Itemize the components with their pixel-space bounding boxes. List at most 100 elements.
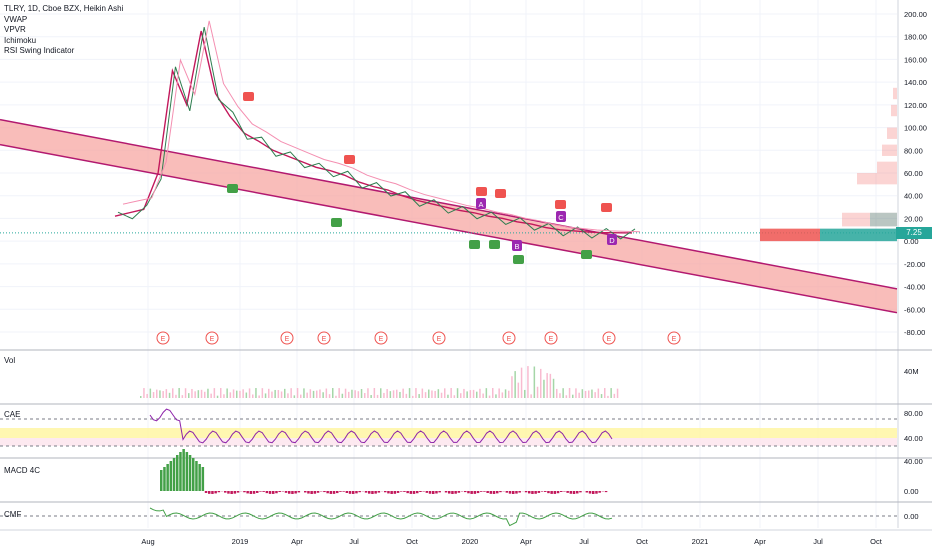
volume-bar <box>360 389 363 398</box>
macd-pane-label[interactable]: MACD 4C <box>4 466 41 475</box>
indicator-ichimoku[interactable]: Ichimoku <box>4 35 37 45</box>
macd-bar <box>345 491 349 493</box>
macd-bar <box>172 458 176 491</box>
cmf-tick: 0.00 <box>904 512 919 521</box>
volume-bar <box>319 389 321 398</box>
y-tick-label: 160.00 <box>904 55 927 64</box>
volume-bar <box>613 393 616 398</box>
price-line <box>114 30 633 234</box>
volume-bar <box>191 388 193 398</box>
indicator-vwap[interactable]: VWAP <box>4 14 28 24</box>
macd-bar <box>476 491 480 494</box>
macd-bar <box>540 491 544 492</box>
macd-bar <box>598 491 601 493</box>
volume-bar <box>306 392 308 398</box>
volume-bar <box>556 388 558 398</box>
macd-bar <box>396 491 400 493</box>
macd-bar <box>169 461 173 491</box>
vpvr-bar <box>893 87 897 100</box>
macd-bar <box>448 491 451 494</box>
y-tick-label: 60.00 <box>904 169 923 178</box>
macd-bar <box>489 491 493 494</box>
earnings-label: E <box>672 336 677 343</box>
macd-bar <box>588 491 592 494</box>
cae-line <box>149 408 613 444</box>
volume-bar <box>277 390 280 398</box>
macd-bar <box>416 491 419 494</box>
earnings-badge <box>374 331 388 345</box>
volume-bar <box>498 388 500 398</box>
macd-bar <box>272 491 275 494</box>
volume-bar <box>402 388 404 398</box>
volume-pane-label[interactable]: Vol <box>4 356 16 365</box>
earnings-badge <box>602 331 616 345</box>
volume-bar <box>354 390 356 398</box>
indicator-rsi-swing[interactable]: RSI Swing Indicator <box>4 46 75 55</box>
y-tick-label: 180.00 <box>904 33 927 42</box>
volume-bar <box>367 388 369 398</box>
volume-bar <box>562 388 564 398</box>
volume-bar <box>482 393 484 398</box>
last-price-tag: 7.25 <box>896 227 932 239</box>
vpvr-bar <box>870 212 897 227</box>
x-tick-label: Jul <box>349 537 359 546</box>
macd-bar <box>188 455 192 491</box>
symbol-title[interactable]: TLRY, 1D, Cboe BZX, Heikin Ashi <box>4 4 124 13</box>
volume-bar <box>588 390 590 398</box>
volume-bar <box>380 388 382 398</box>
x-tick-label: Oct <box>636 537 649 546</box>
volume-bar <box>594 392 596 398</box>
vpvr-bar <box>842 212 897 227</box>
volume-bar <box>245 392 248 398</box>
macd-bar <box>496 491 499 494</box>
earnings-badge <box>544 331 558 345</box>
vpvr-bar <box>882 144 897 156</box>
volume-bar <box>460 393 462 398</box>
volume-bar <box>226 388 228 398</box>
volume-bar <box>348 391 350 398</box>
volume-bar <box>309 389 312 398</box>
volume-bar <box>181 395 184 398</box>
volume-bar <box>322 392 324 398</box>
volume-bar <box>469 390 472 398</box>
indicator-vpvr[interactable]: VPVR <box>4 25 26 34</box>
macd-bar <box>236 491 240 493</box>
cloud-line <box>122 20 641 233</box>
cae-band-low <box>0 438 897 446</box>
volume-bar <box>578 392 580 398</box>
volume-bar <box>197 390 200 398</box>
macd-bar <box>316 491 320 493</box>
sell-marker <box>243 92 254 101</box>
volume-bar <box>335 395 337 398</box>
macd-bar <box>284 491 288 493</box>
volume-bar <box>204 391 206 398</box>
cae-pane-label[interactable]: CAE <box>4 410 21 419</box>
volume-bar <box>610 388 612 398</box>
earnings-badge <box>205 331 219 345</box>
x-tick-label: Apr <box>520 537 532 546</box>
macd-bar <box>329 491 333 494</box>
earnings-badge <box>156 331 170 345</box>
volume-bar <box>188 393 190 398</box>
cmf-pane-label[interactable]: CMF <box>4 510 22 519</box>
volume-bar <box>213 388 216 398</box>
volume-bar <box>255 388 257 398</box>
signal-markers: A B C D <box>227 92 617 264</box>
buy-marker <box>513 255 524 264</box>
volume-bar <box>389 391 392 398</box>
macd-bar <box>198 464 201 491</box>
volume-bar <box>524 389 526 398</box>
macd-bar <box>332 491 336 494</box>
macd-bar <box>368 491 371 494</box>
volume-bar <box>527 366 529 398</box>
vpvr-bar <box>891 104 897 117</box>
volume-bar <box>280 391 283 398</box>
volume-bar <box>274 389 276 398</box>
volume-bar <box>485 388 488 398</box>
macd-bar <box>553 491 557 494</box>
volume-bar <box>261 388 264 398</box>
macd-bar <box>515 491 518 494</box>
volume-bar <box>514 371 516 398</box>
x-tick-label: 2020 <box>462 537 479 546</box>
